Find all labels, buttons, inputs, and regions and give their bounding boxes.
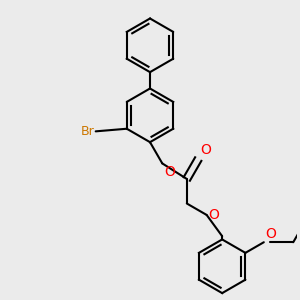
Text: O: O: [265, 227, 276, 241]
Text: Br: Br: [80, 125, 94, 138]
Text: O: O: [164, 165, 175, 179]
Text: O: O: [200, 143, 211, 158]
Text: O: O: [208, 208, 219, 222]
